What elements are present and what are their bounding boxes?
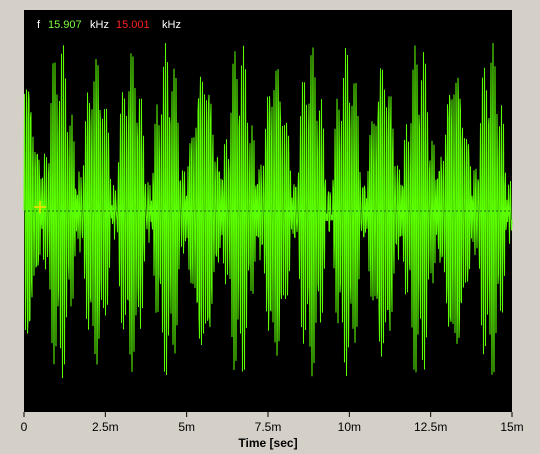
- cursor: [34, 201, 46, 213]
- waveform: [23, 42, 513, 379]
- readout-f1: 15.907: [48, 19, 82, 31]
- x-tick-label: 10m: [338, 420, 361, 434]
- x-axis-label: Time [sec]: [238, 436, 297, 450]
- x-tick-label: 12.5m: [414, 420, 447, 434]
- x-tick-label: 15m: [500, 420, 523, 434]
- x-tick-label: 7.5m: [255, 420, 282, 434]
- readout-label: f: [37, 19, 41, 31]
- readout-unit: kHz: [90, 19, 109, 31]
- x-tick-label: 2.5m: [92, 420, 119, 434]
- x-tick-label: 0: [21, 420, 28, 434]
- readout-f2: 15.001: [116, 19, 150, 31]
- x-tick-label: 5m: [178, 420, 195, 434]
- readout-unit: kHz: [162, 19, 181, 31]
